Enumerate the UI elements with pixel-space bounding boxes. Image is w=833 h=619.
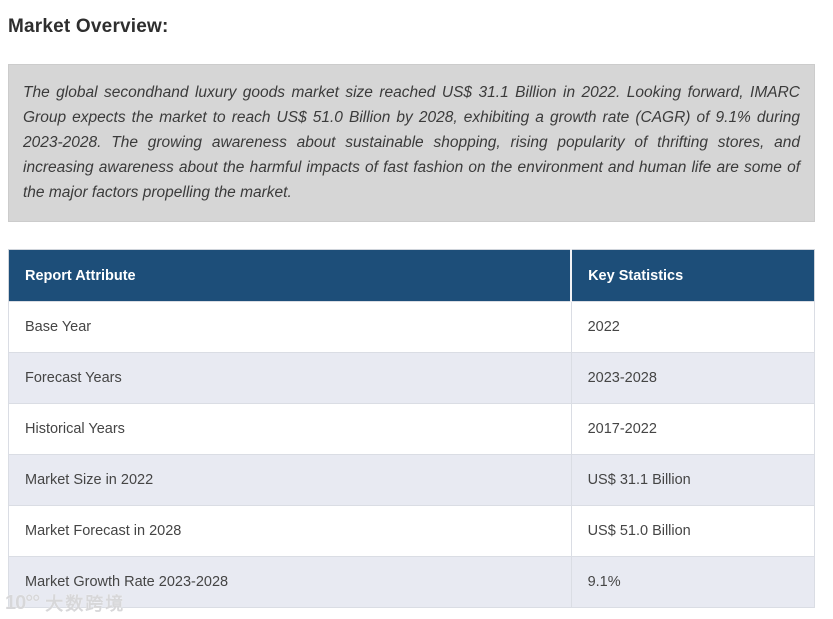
watermark-text: 大数跨境 bbox=[45, 594, 126, 614]
value-cell: 2017-2022 bbox=[570, 403, 816, 455]
market-overview-paragraph: The global secondhand luxury goods marke… bbox=[23, 84, 800, 201]
table-row: Market Size in 2022 US$ 31.1 Billion bbox=[8, 454, 816, 506]
attribute-cell: Market Growth Rate 2023-2028 bbox=[8, 556, 572, 608]
attribute-cell: Market Size in 2022 bbox=[8, 454, 572, 506]
value-cell: US$ 51.0 Billion bbox=[570, 505, 816, 557]
table-row: Market Growth Rate 2023-2028 9.1% bbox=[8, 556, 816, 608]
value-cell: 2022 bbox=[570, 301, 816, 353]
table-row: Base Year 2022 bbox=[8, 301, 816, 353]
table-row: Forecast Years 2023-2028 bbox=[8, 352, 816, 404]
attribute-cell: Market Forecast in 2028 bbox=[8, 505, 572, 557]
watermark-logo-icon: 10°° bbox=[5, 591, 40, 614]
column-header-key-statistics: Key Statistics bbox=[571, 249, 815, 302]
column-header-report-attribute: Report Attribute bbox=[8, 249, 573, 302]
table-row: Historical Years 2017-2022 bbox=[8, 403, 816, 455]
watermark: 10°° 大数跨境 bbox=[5, 590, 125, 616]
attribute-cell: Historical Years bbox=[8, 403, 572, 455]
key-statistics-table: Report Attribute Key Statistics Base Yea… bbox=[8, 249, 816, 608]
value-cell: US$ 31.1 Billion bbox=[570, 454, 816, 506]
attribute-cell: Base Year bbox=[8, 301, 572, 353]
attribute-cell: Forecast Years bbox=[8, 352, 572, 404]
market-overview-summary: The global secondhand luxury goods marke… bbox=[8, 64, 815, 222]
table-header-row: Report Attribute Key Statistics bbox=[8, 249, 815, 302]
value-cell: 2023-2028 bbox=[570, 352, 816, 404]
table-row: Market Forecast in 2028 US$ 51.0 Billion bbox=[8, 505, 816, 557]
value-cell: 9.1% bbox=[570, 556, 816, 608]
page-title: Market Overview: bbox=[8, 16, 169, 37]
